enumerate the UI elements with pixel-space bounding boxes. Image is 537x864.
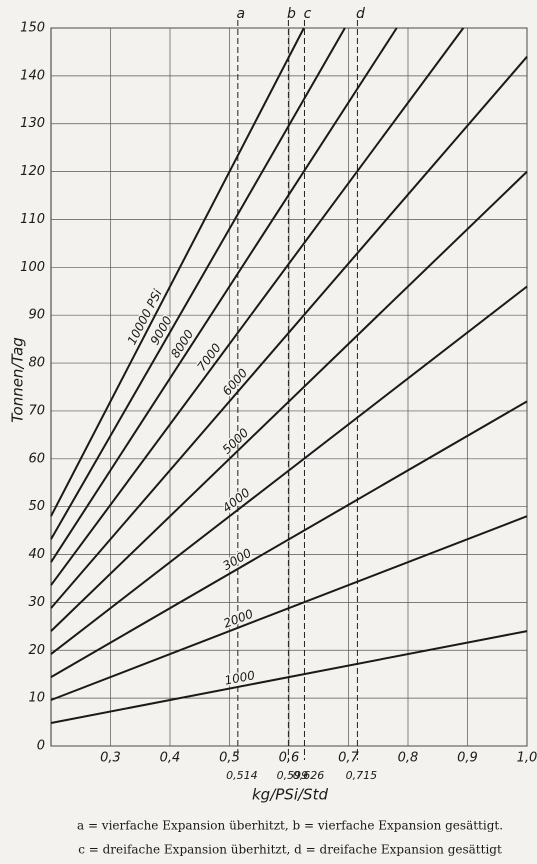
marker-label: b [287,6,296,22]
marker-value: 0,626 [293,769,325,782]
x-tick-label: 0,6 [279,751,300,766]
x-tick-label: 1,0 [517,751,537,766]
marker-label: d [356,6,365,22]
y-tick-label: 90 [28,308,45,323]
y-tick-label: 140 [20,68,45,83]
x-tick-label: 0,8 [398,751,419,766]
marker-label: c [304,6,312,22]
y-axis-label: Tonnen/Tag [9,337,27,423]
line [50,27,305,517]
y-tick-label: 20 [28,643,45,658]
marker-value: 0,514 [226,769,258,782]
line [50,56,528,609]
caption: a = vierfache Expansion überhitzt, b = v… [77,819,503,833]
y-tick-label: 110 [20,212,45,227]
caption: c = dreifache Expansion überhitzt, d = d… [78,843,502,857]
marker-value: 0,599 [277,769,309,782]
x-tick-label: 0,5 [219,751,240,766]
x-tick-label: 0,7 [338,751,359,766]
y-tick-label: 70 [28,403,45,418]
y-tick-label: 10 [28,691,45,706]
x-tick-label: 0,9 [457,751,478,766]
line [50,630,528,724]
marker-label: a [237,6,246,22]
line [50,170,528,632]
y-tick-label: 130 [20,116,45,131]
y-tick-label: 150 [20,21,45,36]
y-tick-label: 0 [37,739,45,754]
line [50,27,346,540]
line [50,285,528,655]
line [50,515,528,701]
y-tick-label: 100 [20,260,45,275]
y-tick-label: 120 [20,164,45,179]
x-tick-label: 0,3 [100,751,121,766]
line [50,400,528,678]
y-tick-label: 50 [28,499,45,514]
marker-value: 0,715 [346,769,378,782]
y-tick-label: 30 [28,595,45,610]
line [50,27,398,563]
x-tick-label: 0,4 [160,751,181,766]
y-tick-label: 80 [28,356,45,371]
y-tick-label: 60 [28,451,45,466]
y-tick-label: 40 [28,547,45,562]
line [50,27,465,586]
x-axis-label: kg/PSi/Std [252,786,328,804]
